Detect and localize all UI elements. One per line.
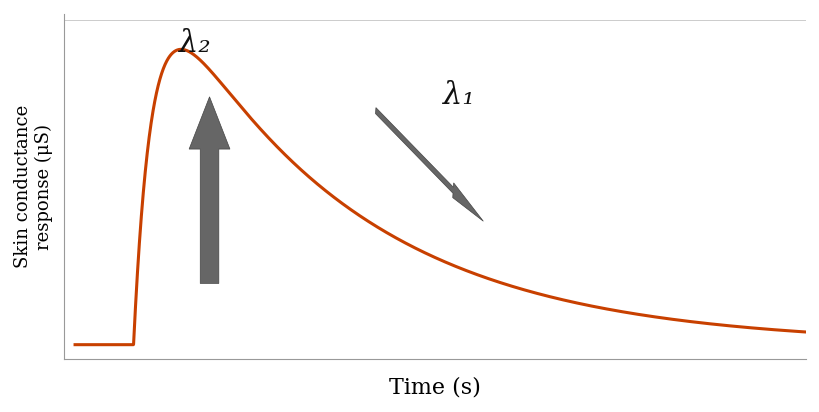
- X-axis label: Time (s): Time (s): [389, 376, 481, 398]
- FancyArrow shape: [375, 108, 482, 221]
- FancyArrow shape: [189, 97, 229, 283]
- Text: λ₂: λ₂: [179, 28, 210, 59]
- Text: λ₁: λ₁: [442, 80, 473, 111]
- Y-axis label: Skin conductance
response (μS): Skin conductance response (μS): [14, 105, 53, 268]
